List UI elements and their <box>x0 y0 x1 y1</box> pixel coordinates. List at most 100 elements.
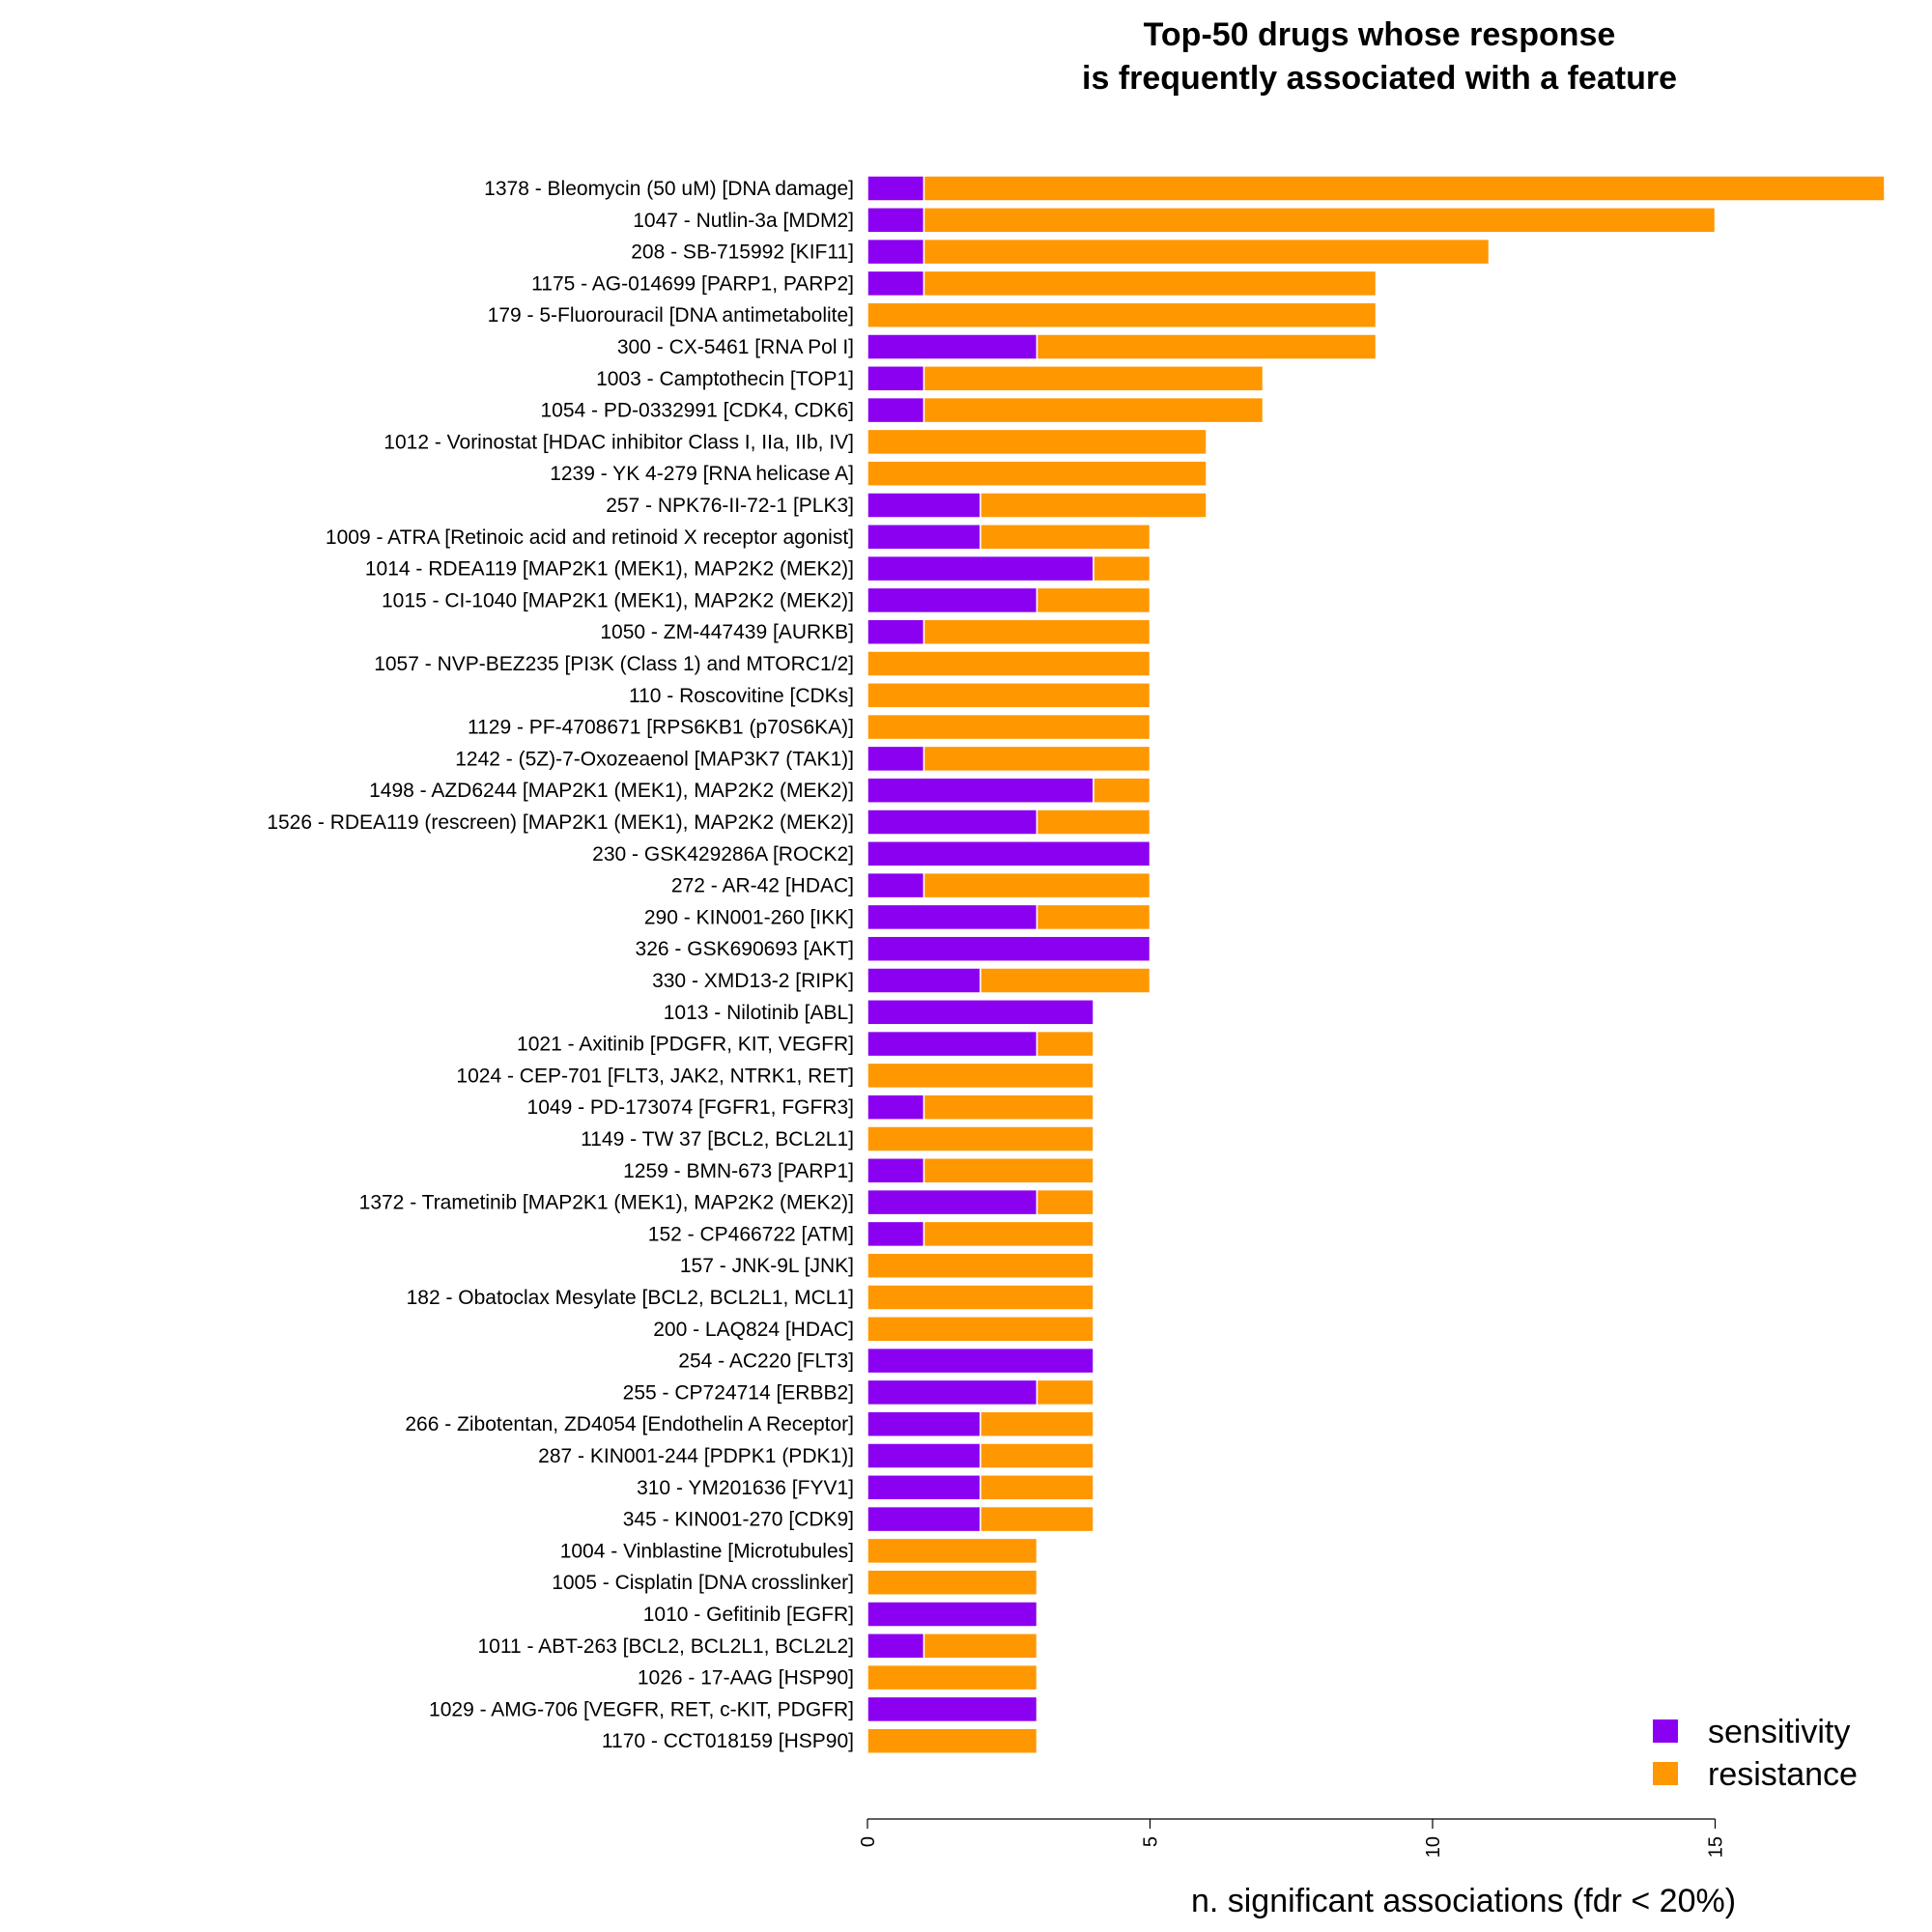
category-label-24: 326 - GSK690693 [AKT] <box>636 938 854 960</box>
category-label-1: 1047 - Nutlin-3a [MDM2] <box>633 210 854 232</box>
bar-sensitivity-11 <box>867 524 981 551</box>
bar-resistance-25 <box>980 967 1151 994</box>
bar-resistance-12 <box>1093 554 1151 582</box>
category-label-21: 230 - GSK429286A [ROCK2] <box>592 843 854 866</box>
legend: sensitivity resistance <box>1653 1714 1858 1793</box>
category-label-3: 1175 - AG-014699 [PARP1, PARP2] <box>531 272 854 295</box>
bar-sensitivity-31 <box>867 1157 925 1184</box>
category-label-10: 257 - NPK76-II-72-1 [PLK3] <box>606 495 854 517</box>
bar-sensitivity-2 <box>867 238 925 266</box>
bar-sensitivity-1 <box>867 207 925 234</box>
bar-sensitivity-26 <box>867 999 1094 1026</box>
bar-sensitivity-27 <box>867 1030 1038 1058</box>
category-label-41: 310 - YM201636 [FYV1] <box>637 1477 854 1499</box>
bar-resistance-20 <box>1036 809 1151 836</box>
bar-sensitivity-20 <box>867 809 1038 836</box>
bar-resistance-15 <box>867 650 1151 677</box>
category-label-29: 1049 - PD-173074 [FGFR1, FGFR3] <box>527 1096 854 1119</box>
bar-resistance-1 <box>923 207 1717 234</box>
bar-resistance-29 <box>923 1094 1094 1121</box>
bar-resistance-17 <box>867 713 1151 741</box>
category-label-33: 152 - CP466722 [ATM] <box>648 1223 854 1245</box>
bar-resistance-28 <box>867 1062 1094 1090</box>
category-label-23: 290 - KIN001-260 [IKK] <box>644 906 854 928</box>
category-label-14: 1050 - ZM-447439 [AURKB] <box>600 621 854 643</box>
bar-sensitivity-48 <box>867 1695 1038 1723</box>
category-label-35: 182 - Obatoclax Mesylate [BCL2, BCL2L1, … <box>407 1287 854 1309</box>
category-label-25: 330 - XMD13-2 [RIPK] <box>652 970 854 992</box>
category-label-26: 1013 - Nilotinib [ABL] <box>664 1002 854 1024</box>
bar-sensitivity-12 <box>867 554 1094 582</box>
bar-sensitivity-10 <box>867 492 981 519</box>
category-label-39: 266 - Zibotentan, ZD4054 [Endothelin A R… <box>405 1413 854 1435</box>
category-label-31: 1259 - BMN-673 [PARP1] <box>623 1160 854 1182</box>
category-label-30: 1149 - TW 37 [BCL2, BCL2L1] <box>581 1128 854 1151</box>
x-tick-label-3: 15 <box>1706 1836 1727 1858</box>
bar-resistance-23 <box>1036 903 1151 931</box>
bar-sensitivity-32 <box>867 1188 1038 1216</box>
legend-swatch-sensitivity <box>1653 1719 1678 1743</box>
bar-resistance-22 <box>923 871 1151 899</box>
category-label-40: 287 - KIN001-244 [PDPK1 (PDK1)] <box>538 1445 854 1467</box>
bar-sensitivity-14 <box>867 618 925 645</box>
bar-resistance-18 <box>923 745 1151 773</box>
bar-sensitivity-33 <box>867 1220 925 1248</box>
category-label-15: 1057 - NVP-BEZ235 [PI3K (Class 1) and MT… <box>374 653 854 675</box>
bar-sensitivity-39 <box>867 1410 981 1437</box>
bar-resistance-8 <box>867 428 1208 456</box>
bar-resistance-27 <box>1036 1030 1094 1058</box>
chart-title-line-1: Top-50 drugs whose response <box>1144 16 1616 53</box>
legend-swatch-resistance <box>1653 1762 1678 1785</box>
bars-group <box>867 175 1886 1754</box>
bar-sensitivity-37 <box>867 1347 1094 1375</box>
bar-sensitivity-25 <box>867 967 981 994</box>
bar-resistance-34 <box>867 1252 1094 1279</box>
bar-resistance-30 <box>867 1125 1094 1152</box>
category-label-6: 1003 - Camptothecin [TOP1] <box>596 368 854 390</box>
category-label-5: 300 - CX-5461 [RNA Pol I] <box>617 336 854 358</box>
category-label-49: 1170 - CCT018159 [HSP90] <box>602 1730 854 1752</box>
category-label-7: 1054 - PD-0332991 [CDK4, CDK6] <box>540 400 854 422</box>
x-axis-label: n. significant associations (fdr < 20%) <box>1191 1883 1736 1919</box>
bar-resistance-2 <box>923 238 1491 266</box>
bar-sensitivity-5 <box>867 333 1038 360</box>
chart-title: Top-50 drugs whose response is frequentl… <box>1082 16 1677 97</box>
category-labels-group: 1378 - Bleomycin (50 uM) [DNA damage] 104… <box>267 178 854 1752</box>
bar-resistance-47 <box>867 1663 1038 1691</box>
bar-resistance-9 <box>867 460 1208 487</box>
bar-resistance-35 <box>867 1284 1094 1311</box>
x-tick-label-0: 0 <box>858 1836 879 1847</box>
bar-sensitivity-29 <box>867 1094 925 1121</box>
category-label-37: 254 - AC220 [FLT3] <box>678 1350 854 1373</box>
category-label-11: 1009 - ATRA [Retinoic acid and retinoid … <box>326 526 854 549</box>
bar-resistance-41 <box>980 1474 1094 1501</box>
bar-sensitivity-46 <box>867 1633 925 1660</box>
category-label-18: 1242 - (5Z)-7-Oxozeaenol [MAP3K7 (TAK1)] <box>455 748 854 770</box>
category-label-36: 200 - LAQ824 [HDAC] <box>653 1319 854 1341</box>
category-label-2: 208 - SB-715992 [KIF11] <box>631 242 854 264</box>
bar-resistance-36 <box>867 1316 1094 1343</box>
bar-sensitivity-45 <box>867 1601 1038 1628</box>
category-label-27: 1021 - Axitinib [PDGFR, KIT, VEGFR] <box>517 1034 854 1056</box>
category-label-20: 1526 - RDEA119 (rescreen) [MAP2K1 (MEK1)… <box>267 811 854 834</box>
category-label-8: 1012 - Vorinostat [HDAC inhibitor Class … <box>384 431 854 453</box>
bar-sensitivity-38 <box>867 1378 1038 1406</box>
bar-resistance-7 <box>923 396 1264 424</box>
category-label-22: 272 - AR-42 [HDAC] <box>671 875 854 897</box>
bar-resistance-16 <box>867 682 1151 709</box>
bar-resistance-38 <box>1036 1378 1094 1406</box>
bar-resistance-5 <box>1036 333 1378 360</box>
x-tick-label-1: 5 <box>1141 1836 1162 1847</box>
category-label-17: 1129 - PF-4708671 [RPS6KB1 (p70S6KA)] <box>468 717 854 739</box>
category-label-48: 1029 - AMG-706 [VEGFR, RET, c-KIT, PDGFR… <box>429 1698 854 1720</box>
bar-sensitivity-24 <box>867 935 1151 962</box>
bar-resistance-13 <box>1036 586 1151 614</box>
bar-resistance-14 <box>923 618 1151 645</box>
chart-title-line-2: is frequently associated with a feature <box>1082 60 1677 97</box>
bar-sensitivity-41 <box>867 1474 981 1501</box>
category-label-28: 1024 - CEP-701 [FLT3, JAK2, NTRK1, RET] <box>456 1065 854 1087</box>
bar-sensitivity-18 <box>867 745 925 773</box>
bar-resistance-49 <box>867 1727 1038 1754</box>
bar-resistance-32 <box>1036 1188 1094 1216</box>
bar-sensitivity-40 <box>867 1442 981 1469</box>
